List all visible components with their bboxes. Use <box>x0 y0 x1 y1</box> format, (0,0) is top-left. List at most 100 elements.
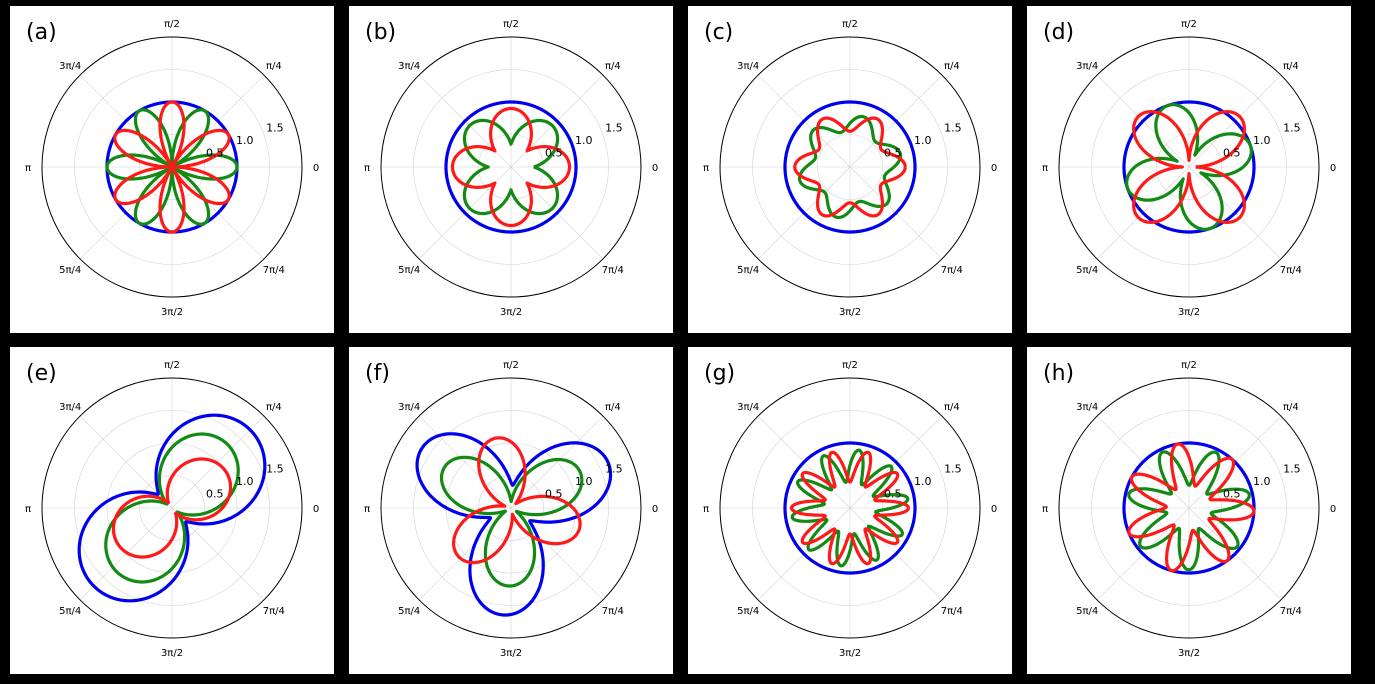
angle-tick-label: 5π/4 <box>59 265 81 276</box>
angle-tick-label: π/4 <box>944 61 960 72</box>
angle-tick-label: 7π/4 <box>941 606 963 617</box>
radial-tick-label: 0.5 <box>1223 488 1241 501</box>
panel-label-c: (c) <box>704 20 734 45</box>
outer-axis-circle <box>719 36 981 298</box>
radial-tick-label: 1.5 <box>266 122 284 135</box>
angle-tick-label: 5π/4 <box>737 606 759 617</box>
angle-tick-label: 5π/4 <box>737 265 759 276</box>
grid-spoke <box>510 415 604 509</box>
panel-label-h: (h) <box>1043 361 1075 386</box>
radial-tick-label: 0.5 <box>206 488 224 501</box>
panel-g: 0.5 1.0 1.5 0 π/4 π/2 3π/4 π 5π/4 3π/2 7π/4 (g) <box>688 347 1012 674</box>
angle-tick-label: 3π/2 <box>1178 307 1200 318</box>
angle-tick-label: 0 <box>313 163 319 174</box>
series-red <box>789 450 911 566</box>
panel-label-f: (f) <box>365 361 390 386</box>
angle-tick-label: 3π/4 <box>59 61 81 72</box>
radial-tick-label: 1.5 <box>1283 122 1301 135</box>
angle-tick-label: π/4 <box>1283 402 1299 413</box>
outer-axis-circle <box>41 377 303 639</box>
angle-tick-label: 0 <box>313 504 319 515</box>
angle-tick-label: 5π/4 <box>59 606 81 617</box>
radial-tick-label: 0.5 <box>1223 147 1241 160</box>
angle-tick-label: 0 <box>991 504 997 515</box>
polar-plot-f: 0.5 1.0 1.5 0 π/4 π/2 3π/4 π 5π/4 3π/2 7π/4 <box>364 360 658 659</box>
angle-tick-label: 7π/4 <box>602 606 624 617</box>
series-red <box>113 100 231 234</box>
panel-e: 0.5 1.0 1.5 0 π/4 π/2 3π/4 π 5π/4 3π/2 7π/4 (e) <box>10 347 334 674</box>
angle-tick-label: 7π/4 <box>263 606 285 617</box>
angle-tick-label: 3π/2 <box>839 648 861 659</box>
angle-tick-label: 0 <box>991 163 997 174</box>
series-blue <box>77 413 267 603</box>
angle-tick-label: π/4 <box>605 402 621 413</box>
panel-h: 0.5 1.0 1.5 0 π/4 π/2 3π/4 π 5π/4 3π/2 7π/4 (h) <box>1027 347 1351 674</box>
angle-tick-label: 3π/2 <box>839 307 861 318</box>
polar-plot-g: 0.5 1.0 1.5 0 π/4 π/2 3π/4 π 5π/4 3π/2 7π/4 <box>703 360 997 659</box>
angle-tick-label: π <box>1042 163 1048 174</box>
angle-tick-label: 3π/4 <box>737 402 759 413</box>
angle-tick-label: 5π/4 <box>398 265 420 276</box>
angle-tick-label: 3π/4 <box>1076 61 1098 72</box>
panel-label-a: (a) <box>26 20 57 45</box>
panel-c: 0.5 1.0 1.5 0 π/4 π/2 3π/4 π 5π/4 3π/2 7π/4 (c) <box>688 6 1012 333</box>
series-green <box>462 118 560 216</box>
angle-tick-label: 3π/4 <box>398 402 420 413</box>
outer-axis-circle <box>380 377 642 639</box>
angle-tick-label: 3π/2 <box>500 648 522 659</box>
angle-tick-label: π/4 <box>1283 61 1299 72</box>
panel-d: 0.5 1.0 1.5 0 π/4 π/2 3π/4 π 5π/4 3π/2 7π/4 (d) <box>1027 6 1351 333</box>
angle-tick-label: π/2 <box>503 360 519 371</box>
angle-tick-label: π/4 <box>944 402 960 413</box>
panel-b: 0.5 1.0 1.5 0 π/4 π/2 3π/4 π 5π/4 3π/2 7π/4 (b) <box>349 6 673 333</box>
angle-tick-label: π/2 <box>503 19 519 30</box>
radial-tick-label: 1.0 <box>575 134 593 147</box>
angle-tick-label: 7π/4 <box>941 265 963 276</box>
angle-tick-label: 3π/2 <box>161 307 183 318</box>
angle-tick-label: 7π/4 <box>1280 606 1302 617</box>
angle-tick-label: π/4 <box>605 61 621 72</box>
radial-tick-label: 1.0 <box>236 134 254 147</box>
radial-tick-label: 1.5 <box>605 463 623 476</box>
outer-axis-circle <box>1058 377 1320 639</box>
series-green <box>797 114 903 220</box>
angle-tick-label: 0 <box>652 163 658 174</box>
angle-tick-label: π/2 <box>1181 360 1197 371</box>
radial-tick-label: 1.0 <box>914 134 932 147</box>
outer-axis-circle <box>1058 36 1320 298</box>
angle-tick-label: 7π/4 <box>263 265 285 276</box>
panel-label-d: (d) <box>1043 20 1075 45</box>
angle-tick-label: 5π/4 <box>1076 606 1098 617</box>
angle-tick-label: 3π/4 <box>737 61 759 72</box>
angle-tick-label: π/2 <box>164 360 180 371</box>
angle-tick-label: 7π/4 <box>1280 265 1302 276</box>
angle-tick-label: 7π/4 <box>602 265 624 276</box>
radial-tick-label: 0.5 <box>206 147 224 160</box>
outer-axis-circle <box>380 36 642 298</box>
angle-tick-label: π <box>364 163 370 174</box>
series-blue <box>783 100 917 234</box>
radial-tick-label: 1.5 <box>266 463 284 476</box>
angle-tick-label: 3π/4 <box>398 61 420 72</box>
angle-tick-label: π/2 <box>1181 19 1197 30</box>
radial-tick-label: 1.5 <box>1283 463 1301 476</box>
radial-tick-label: 1.0 <box>1253 134 1271 147</box>
series-blue <box>1122 441 1256 575</box>
series-red <box>450 106 572 228</box>
series-green <box>105 108 239 226</box>
angle-tick-label: 3π/4 <box>1076 402 1098 413</box>
radial-tick-label: 0.5 <box>884 147 902 160</box>
panel-label-e: (e) <box>26 361 57 386</box>
angle-tick-label: π <box>703 504 709 515</box>
panel-label-g: (g) <box>704 361 736 386</box>
series-red <box>1127 442 1256 573</box>
angle-tick-label: π/2 <box>842 360 858 371</box>
radial-tick-label: 0.5 <box>884 488 902 501</box>
angle-tick-label: π <box>25 163 31 174</box>
series-red <box>111 457 233 559</box>
angle-tick-label: π/2 <box>164 19 180 30</box>
grid-spoke <box>418 415 512 509</box>
angle-tick-label: 3π/2 <box>500 307 522 318</box>
series-red <box>793 116 907 218</box>
radial-tick-label: 1.0 <box>575 475 593 488</box>
